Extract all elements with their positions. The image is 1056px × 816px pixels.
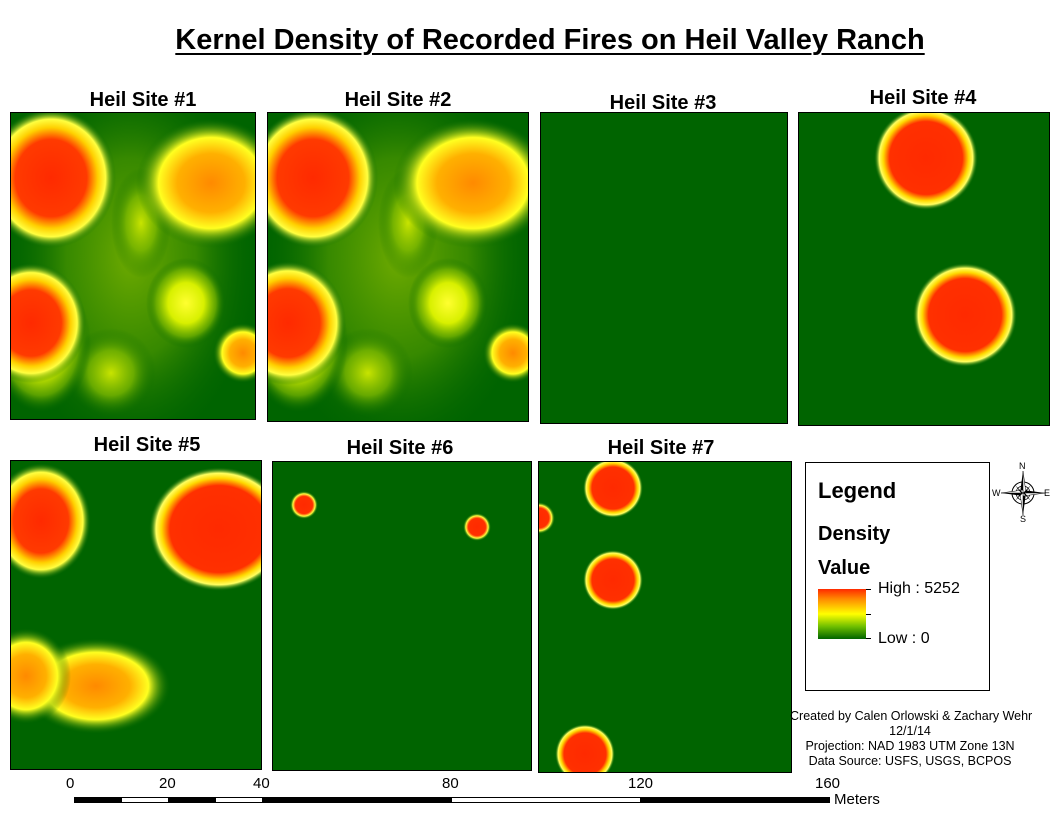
density-panel-site-3 <box>540 112 788 424</box>
scale-tick-label: 160 <box>815 775 841 792</box>
compass-s: S <box>1020 514 1027 524</box>
compass-e: E <box>1044 488 1051 498</box>
legend-field: Density <box>818 523 891 545</box>
density-panel-site-7 <box>538 461 792 773</box>
panel-title-site-6: Heil Site #6 <box>346 437 454 459</box>
scale-units: Meters <box>834 791 880 808</box>
panel-title-site-1: Heil Site #1 <box>89 89 197 111</box>
legend-color-ramp <box>818 589 866 639</box>
scale-tick-label: 20 <box>159 775 176 792</box>
scale-tick-label: 80 <box>442 775 459 792</box>
density-panel-site-4 <box>798 112 1050 426</box>
scale-tick-label: 0 <box>66 775 75 792</box>
compass-w: W <box>992 488 1001 498</box>
legend-tick-mid <box>866 614 871 615</box>
credits-date: 12/1/14 <box>889 724 931 738</box>
map-title: Kernel Density of Recorded Fires on Heil… <box>175 24 925 56</box>
scale-tick-label: 120 <box>628 775 654 792</box>
scale-bar <box>74 797 830 803</box>
legend-title: Legend <box>818 478 897 503</box>
density-panel-site-5 <box>10 460 262 770</box>
panel-title-site-4: Heil Site #4 <box>869 87 977 109</box>
legend-high-label: High : 5252 <box>878 580 960 597</box>
panel-title-site-5: Heil Site #5 <box>93 434 201 456</box>
compass-n: N <box>1019 461 1026 471</box>
panel-title-site-2: Heil Site #2 <box>344 89 452 111</box>
scale-tick-label: 40 <box>253 775 270 792</box>
credits-source: Data Source: USFS, USGS, BCPOS <box>808 754 1012 768</box>
credits-authors: Created by Calen Orlowski & Zachary Wehr <box>790 709 1033 723</box>
panel-title-site-7: Heil Site #7 <box>607 437 715 459</box>
legend-tick-high <box>866 589 871 590</box>
density-panel-site-6 <box>272 461 532 771</box>
density-panel-site-1 <box>10 112 256 420</box>
panel-title-site-3: Heil Site #3 <box>609 92 717 114</box>
legend-box: Legend Density Value High : 5252 Low : 0 <box>805 462 990 691</box>
density-panel-site-2 <box>267 112 529 422</box>
credits-projection: Projection: NAD 1983 UTM Zone 13N <box>805 739 1015 753</box>
map-credits: Created by Calen Orlowski & Zachary Wehr… <box>790 709 1033 769</box>
legend-low-label: Low : 0 <box>878 630 930 647</box>
legend-tick-low <box>866 638 871 639</box>
compass-rose-icon: N S E W <box>992 461 1052 524</box>
legend-subtitle: Value <box>818 557 871 579</box>
